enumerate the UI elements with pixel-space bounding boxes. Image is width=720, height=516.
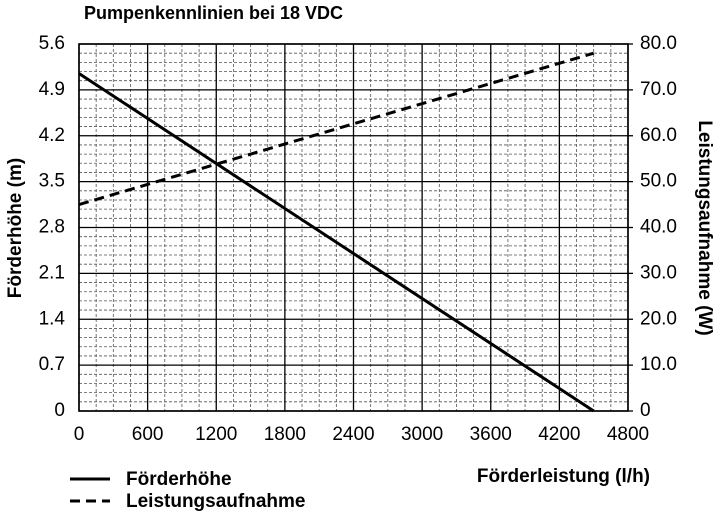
x-tick-label: 4800 [607, 424, 649, 445]
series-line [78, 51, 595, 207]
x-tick-label: 3600 [470, 424, 512, 445]
y-tick-label: 1.4 [39, 308, 66, 329]
legend-label: Leistungsaufnahme [126, 491, 305, 512]
y2-tick-label: 20.0 [640, 308, 677, 329]
y2-tick-label: 10.0 [640, 354, 677, 375]
y2-tick-label: 60.0 [640, 125, 677, 146]
y2-tick-label: 0 [640, 400, 651, 421]
y-tick-label: 0.7 [39, 354, 65, 375]
x-tick-label: 3000 [401, 424, 443, 445]
y-tick-label: 4.2 [39, 125, 65, 146]
x-axis-label: Förderleistung (l/h) [477, 466, 650, 487]
y2-tick-label: 50.0 [640, 171, 677, 192]
x-tick-label: 2400 [332, 424, 374, 445]
plot-frame [78, 43, 629, 412]
x-tick-label: 1200 [195, 424, 237, 445]
x-tick-label: 1800 [264, 424, 306, 445]
legend-label: Förderhöhe [126, 469, 232, 490]
y-tick-label: 3.5 [39, 171, 65, 192]
y2-axis-label: Leistungsaufnahme (W) [694, 120, 715, 335]
y2-tick-label: 80.0 [640, 33, 677, 54]
y-tick-label: 5.6 [39, 33, 65, 54]
series-line [78, 72, 595, 413]
x-tick-label: 4200 [538, 424, 580, 445]
x-tick-label: 0 [74, 424, 85, 445]
y-tick-label: 4.9 [39, 79, 65, 100]
y2-tick-label: 40.0 [640, 217, 677, 238]
y-tick-label: 0 [54, 400, 65, 421]
y2-tick-label: 30.0 [640, 262, 677, 283]
y-tick-label: 2.1 [39, 262, 65, 283]
y2-tick-label: 70.0 [640, 79, 677, 100]
x-tick-label: 600 [132, 424, 164, 445]
chart-title: Pumpenkennlinien bei 18 VDC [84, 3, 343, 23]
y-tick-label: 2.8 [39, 217, 65, 238]
y-axis-label: Förderhöhe (m) [5, 158, 26, 298]
